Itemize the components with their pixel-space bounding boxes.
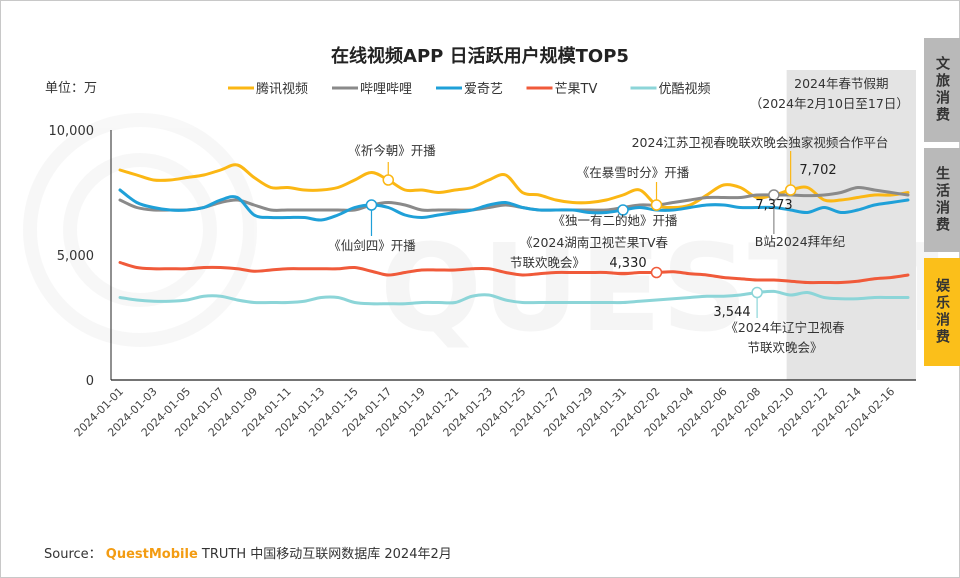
holiday-band xyxy=(786,70,916,380)
annotation-marker xyxy=(650,199,663,211)
holiday-label-line2: （2024年2月10日至17日） xyxy=(750,96,909,111)
source-brand: QuestMobile xyxy=(105,547,198,562)
annotation-value: 3,544 xyxy=(713,305,750,320)
side-tab-entertainment[interactable]: 娱乐消费 xyxy=(924,258,960,366)
series-line xyxy=(118,289,910,306)
annotation-value: 4,330 xyxy=(609,256,646,271)
y-tick-label: 0 xyxy=(86,374,94,389)
series-line xyxy=(118,261,910,285)
y-tick-label: 5,000 xyxy=(57,249,94,264)
holiday-label-line1: 2024年春节假期 xyxy=(794,76,888,91)
y-axis: 0 5,000 10,000 xyxy=(49,124,95,389)
legend-label: 哔哩哔哩 xyxy=(360,82,412,97)
annotation-label: 《独一有二的她》开播 xyxy=(552,213,678,228)
legend-label: 优酷视频 xyxy=(659,82,711,97)
annotation-marker xyxy=(382,174,395,186)
annotation-label: 《仙剑四》开播 xyxy=(328,238,416,253)
annotation-label: 2024江苏卫视春晚联欢晚会独家视频合作平台 xyxy=(632,135,889,150)
annotation-label: 《2024湖南卫视芒果TV春 xyxy=(520,235,668,250)
annotation-label: 节联欢晚会》 xyxy=(747,340,822,355)
chart-title: 在线视频APP 日活跃用户规模TOP5 xyxy=(331,45,629,67)
source-prefix: Source： xyxy=(44,547,102,562)
side-tab-culture-travel[interactable]: 文旅消费 xyxy=(924,38,960,142)
annotation-label: 《在暴雪时分》开播 xyxy=(577,165,690,180)
side-tab-lifestyle[interactable]: 生活消费 xyxy=(924,148,960,252)
source-rest: TRUTH 中国移动互联网数据库 2024年2月 xyxy=(201,547,452,562)
x-axis: 2024-01-012024-01-032024-01-052024-01-07… xyxy=(72,385,898,439)
annotation-label: 《2024年辽宁卫视春 xyxy=(725,320,845,335)
annotation-value: 7,702 xyxy=(799,163,836,178)
legend: 腾讯视频 哔哩哔哩 爱奇艺 芒果TV 优酷视频 xyxy=(228,81,711,97)
annotation-marker xyxy=(650,266,663,279)
annotation-marker xyxy=(768,189,780,201)
legend-label: 芒果TV xyxy=(555,81,598,97)
annotation-marker xyxy=(751,286,763,299)
legend-label: 爱奇艺 xyxy=(464,81,503,97)
annotation-label: 《祈今朝》开播 xyxy=(348,143,436,158)
annotation-label: 节联欢晚会》 xyxy=(510,255,585,270)
annotation-value: 7,373 xyxy=(755,198,792,213)
source-note: Source： QuestMobile TRUTH 中国移动互联网数据库 202… xyxy=(44,543,452,562)
unit-label: 单位：万 xyxy=(45,81,97,96)
annotation-marker xyxy=(784,184,797,196)
annotations: 《祈今朝》开播《仙剑四》开播 《在暴雪时分》开播《独一有二的她》开播《2024湖南… xyxy=(328,135,888,355)
annotation-label: B站2024拜年纪 xyxy=(755,234,846,249)
series-line xyxy=(118,188,910,222)
annotation-marker xyxy=(617,204,629,216)
watermark-logo xyxy=(23,113,257,347)
annotation-marker xyxy=(365,199,378,211)
y-tick-label: 10,000 xyxy=(49,124,95,139)
legend-label: 腾讯视频 xyxy=(256,81,308,97)
